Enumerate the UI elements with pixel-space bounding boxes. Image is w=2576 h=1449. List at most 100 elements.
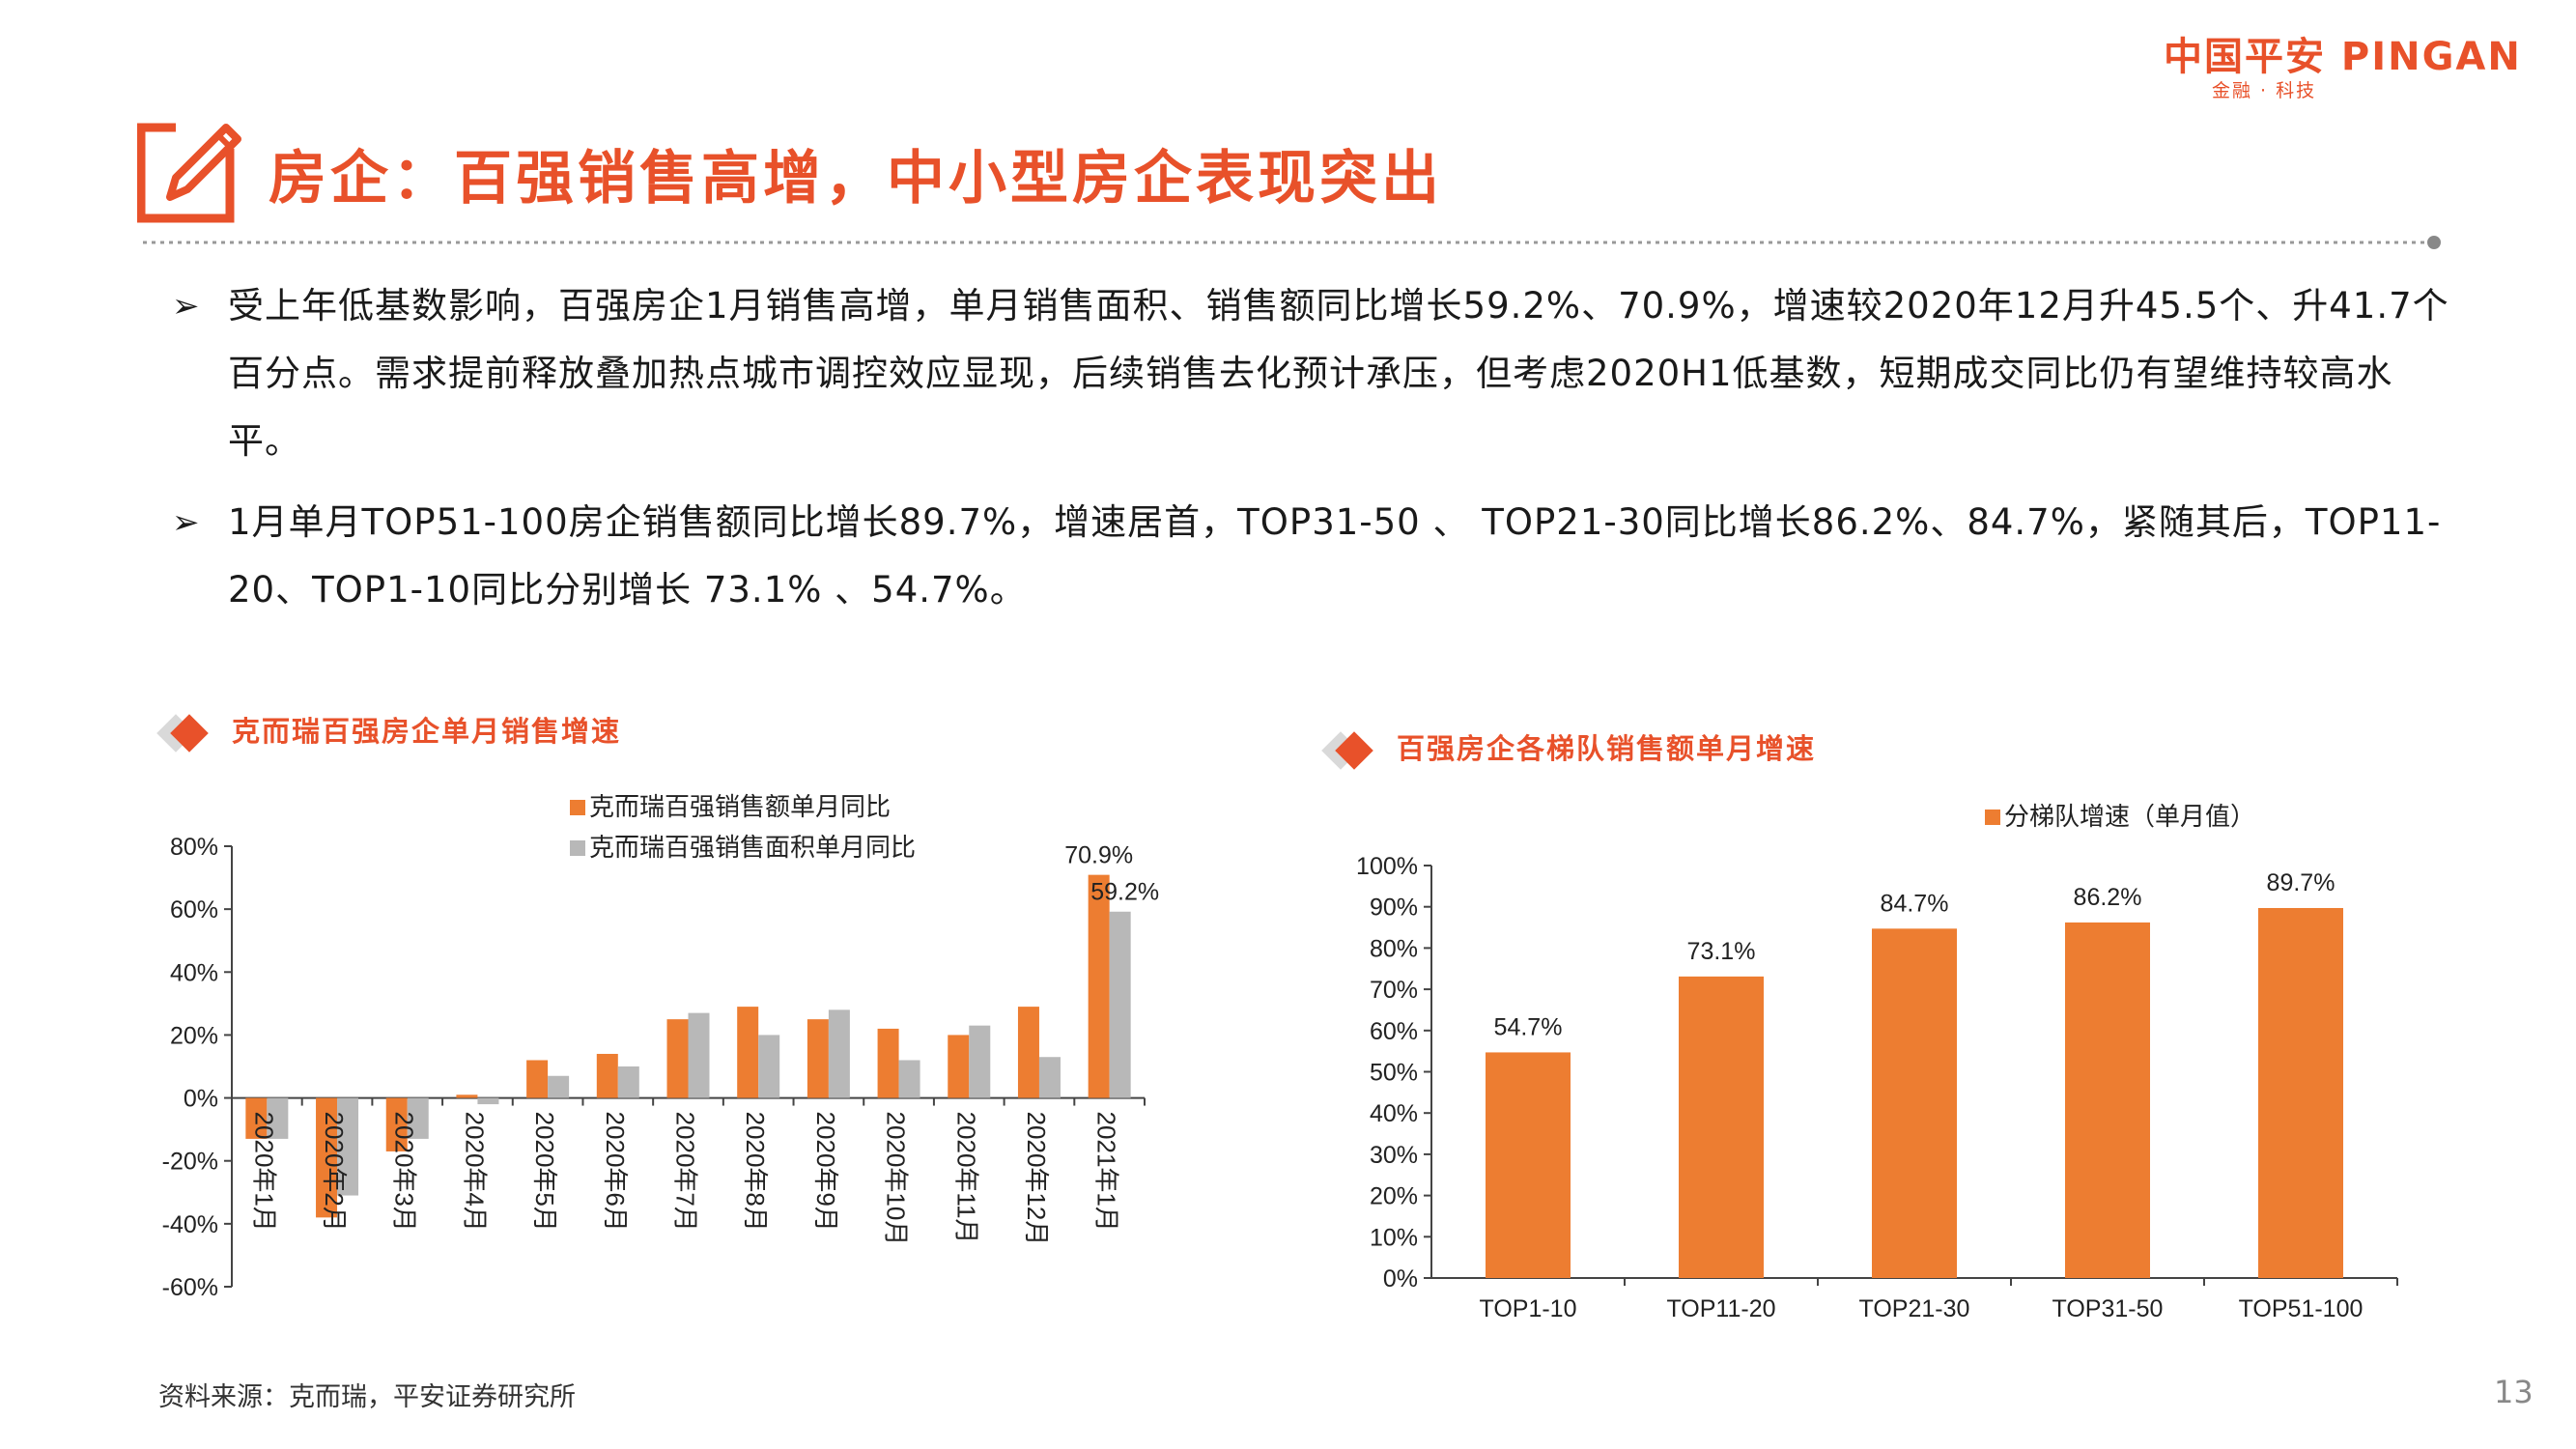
chart1-data-label: 70.9% (1064, 842, 1133, 869)
chart2-bar (1872, 928, 1957, 1278)
chart1-bar (596, 1053, 618, 1098)
pingan-logo: 中国平安 PINGAN 金融 · 科技 (2164, 25, 2560, 102)
chart2-x-tick-label: TOP11-20 (1666, 1295, 1775, 1322)
chart1-bar (267, 1097, 289, 1139)
chart2-title-text: 百强房企各梯队销售额单月增速 (1397, 732, 1817, 765)
chart1-x-tick-label: 2020年11月 (951, 1112, 980, 1244)
chart1-x-tick-label: 2020年5月 (530, 1112, 559, 1232)
chart1-bar (617, 1066, 639, 1098)
chart2-x-tick-label: TOP21-30 (1859, 1295, 1970, 1322)
chart1-bar (828, 1009, 850, 1098)
chart1-x-tick-label: 2020年9月 (811, 1112, 840, 1232)
chart1-bar (807, 1019, 829, 1098)
chart1-x-tick-label: 2020年2月 (320, 1112, 349, 1232)
chart2-y-tick-label: 20% (1370, 1183, 1418, 1210)
chart2-data-label: 86.2% (2074, 884, 2142, 911)
chart1-title: 克而瑞百强房企单月销售增速 (155, 709, 622, 753)
chart1-x-tick-label: 2020年1月 (249, 1112, 278, 1232)
chart2-bar (1486, 1052, 1571, 1278)
chart1-bar (456, 1094, 478, 1098)
chart1-y-tick-label: -60% (162, 1274, 218, 1301)
chart1-bar (407, 1097, 429, 1139)
chart1-y-tick-label: 0% (184, 1086, 218, 1113)
chart1-y-tick-label: 40% (170, 959, 218, 986)
chart1-y-tick-label: 80% (170, 834, 218, 861)
chart2-y-tick-label: 30% (1370, 1142, 1418, 1169)
chart1-bar (526, 1060, 549, 1098)
chart2-data-label: 54.7% (1494, 1013, 1563, 1040)
chart1-x-tick-label: 2020年3月 (390, 1112, 419, 1232)
chart1-legend-swatch (570, 800, 585, 815)
page-title: 房企：百强销售高增，中小型房企表现突出 (269, 145, 1443, 213)
chart2-y-tick-label: 80% (1370, 935, 1418, 962)
chart1-bar (1038, 1057, 1061, 1098)
chart1-bar (1088, 874, 1110, 1098)
chart2-x-tick-label: TOP51-100 (2239, 1295, 2364, 1322)
chart2-legend-swatch (1985, 810, 2000, 825)
arrow-bullet-icon: ➢ (172, 287, 201, 326)
divider-line (143, 236, 2441, 249)
chart1-bar (688, 1012, 710, 1098)
chart1-x-tick-label: 2021年1月 (1092, 1112, 1121, 1232)
source-note: 资料来源：克而瑞，平安证券研究所 (158, 1382, 576, 1412)
chart1-bar (898, 1060, 920, 1098)
page-number: 13 (2494, 1374, 2534, 1410)
bullet-text: 1月单月TOP51-100房企销售额同比增长89.7%，增速居首，TOP31-5… (228, 501, 2442, 611)
bullet-item: ➢ 受上年低基数影响，百强房企1月销售高增，单月销售面积、销售额同比增长59.2… (172, 272, 2451, 475)
arrow-bullet-icon: ➢ (172, 503, 201, 542)
bullet-item: ➢ 1月单月TOP51-100房企销售额同比增长89.7%，增速居首，TOP31… (172, 489, 2451, 624)
chart1-y-tick-label: -20% (162, 1149, 218, 1176)
chart1-x-tick-label: 2020年8月 (741, 1112, 770, 1232)
chart1-bar (477, 1097, 499, 1105)
chart1-bar (385, 1097, 408, 1151)
chart1-bar (737, 1007, 759, 1098)
chart2-y-tick-label: 40% (1370, 1100, 1418, 1127)
chart1-legend-swatch (570, 840, 585, 856)
chart1-legend-label: 克而瑞百强销售额单月同比 (589, 792, 891, 821)
chart1-x-tick-label: 2020年4月 (460, 1112, 489, 1232)
chart1-title-text: 克而瑞百强房企单月销售增速 (232, 715, 622, 748)
chart2-x-tick-label: TOP1-10 (1480, 1295, 1577, 1322)
chart2-y-tick-label: 70% (1370, 977, 1418, 1004)
chart1-bar (548, 1075, 570, 1098)
chart1-bar (337, 1097, 359, 1196)
chart1-y-tick-label: -40% (162, 1211, 218, 1238)
chart1-bar (969, 1025, 991, 1098)
chart1-bar (245, 1097, 268, 1139)
chart2-title: 百强房企各梯队销售额单月增速 (1319, 726, 1817, 770)
chart2-data-label: 84.7% (1881, 890, 1949, 917)
chart2-y-tick-label: 100% (1356, 853, 1418, 880)
bullet-list: ➢ 受上年低基数影响，百强房企1月销售高增，单月销售面积、销售额同比增长59.2… (172, 272, 2451, 624)
chart2-y-tick-label: 50% (1370, 1060, 1418, 1087)
chart2-y-tick-label: 0% (1383, 1265, 1418, 1293)
chart1-y-tick-label: 20% (170, 1022, 218, 1049)
pencil-edit-icon (137, 116, 245, 223)
chart1-y-tick-label: 60% (170, 896, 218, 923)
logo-brand: 中国平安 PINGAN (2164, 35, 2522, 79)
chart2-legend-label: 分梯队增速（单月值） (2004, 802, 2255, 831)
chart2-bar (2258, 907, 2343, 1278)
chart2-bar (2065, 922, 2150, 1278)
chart1-x-tick-label: 2020年7月 (671, 1112, 700, 1232)
chart1-data-label: 59.2% (1090, 879, 1159, 906)
chart2-x-tick-label: TOP31-50 (2052, 1295, 2164, 1322)
chart1-bar (316, 1097, 338, 1218)
chart2-data-label: 89.7% (2267, 869, 2335, 896)
chart1-bar (758, 1035, 780, 1098)
chart2-y-tick-label: 10% (1370, 1224, 1418, 1251)
chart2-bar (1679, 976, 1764, 1278)
chart1-x-tick-label: 2020年12月 (1022, 1112, 1051, 1246)
chart1-bar (877, 1028, 899, 1098)
chart1-bar (948, 1035, 970, 1098)
chart1-legend-label: 克而瑞百强销售面积单月同比 (589, 833, 916, 862)
chart2-y-tick-label: 90% (1370, 895, 1418, 922)
chart1-x-tick-label: 2020年10月 (882, 1112, 911, 1246)
chart1-bar (1017, 1007, 1039, 1098)
chart1-bar (1109, 911, 1131, 1098)
chart2-data-label: 73.1% (1687, 938, 1756, 965)
chart1-x-tick-label: 2020年6月 (601, 1112, 630, 1232)
chart2-y-tick-label: 60% (1370, 1018, 1418, 1045)
logo-tagline: 金融 · 科技 (2212, 80, 2317, 101)
